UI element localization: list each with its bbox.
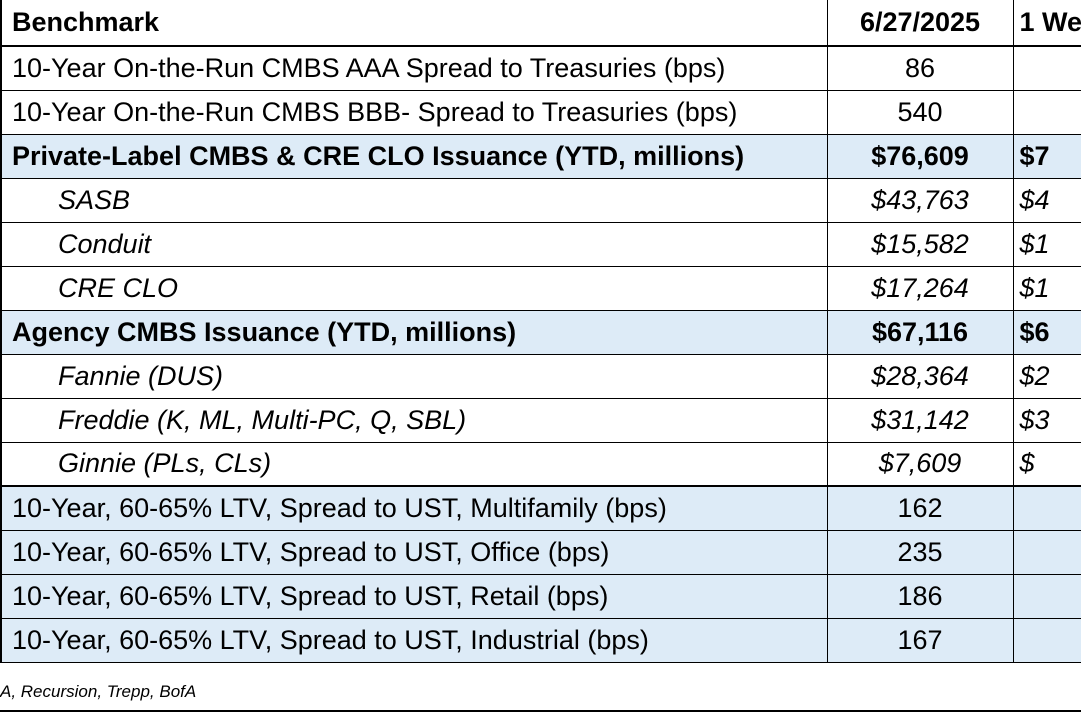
header-row: Benchmark 6/27/2025 1 We xyxy=(0,0,1081,47)
row-label: Freddie (K, ML, Multi-PC, Q, SBL) xyxy=(0,398,828,443)
row-label: Private-Label CMBS & CRE CLO Issuance (Y… xyxy=(0,134,828,179)
header-date: 6/27/2025 xyxy=(827,0,1014,47)
row-label: 10-Year, 60-65% LTV, Spread to UST, Offi… xyxy=(0,530,828,575)
table-row: Ginnie (PLs, CLs) $7,609 $ xyxy=(0,442,1081,487)
table-row: 10-Year, 60-65% LTV, Spread to UST, Mult… xyxy=(0,485,1081,531)
bottom-divider xyxy=(0,710,1081,712)
table-row: 10-Year On-the-Run CMBS AAA Spread to Tr… xyxy=(0,46,1081,91)
row-week xyxy=(1013,485,1081,531)
row-label: 10-Year On-the-Run CMBS AAA Spread to Tr… xyxy=(0,46,828,91)
row-week: $1 xyxy=(1013,266,1081,311)
row-label: 10-Year, 60-65% LTV, Spread to UST, Reta… xyxy=(0,574,828,619)
row-value: $28,364 xyxy=(827,354,1014,399)
table-row: 10-Year, 60-65% LTV, Spread to UST, Reta… xyxy=(0,574,1081,619)
row-label: 10-Year, 60-65% LTV, Spread to UST, Indu… xyxy=(0,618,828,663)
benchmark-table-container: Benchmark 6/27/2025 1 We 10-Year On-the-… xyxy=(0,0,1081,663)
table-row: 10-Year, 60-65% LTV, Spread to UST, Indu… xyxy=(0,618,1081,663)
row-week: $7 xyxy=(1013,134,1081,179)
row-week xyxy=(1013,90,1081,135)
row-label: 10-Year, 60-65% LTV, Spread to UST, Mult… xyxy=(0,485,828,531)
row-value: 235 xyxy=(827,530,1014,575)
row-week: $6 xyxy=(1013,310,1081,355)
row-value: $67,116 xyxy=(827,310,1014,355)
row-label: Fannie (DUS) xyxy=(0,354,828,399)
row-week: $2 xyxy=(1013,354,1081,399)
row-label: Agency CMBS Issuance (YTD, millions) xyxy=(0,310,828,355)
row-value: $15,582 xyxy=(827,222,1014,267)
row-value: 167 xyxy=(827,618,1014,663)
row-label: SASB xyxy=(0,178,828,223)
row-value: 540 xyxy=(827,90,1014,135)
row-week: $4 xyxy=(1013,178,1081,223)
row-label: Conduit xyxy=(0,222,828,267)
table-row: SASB $43,763 $4 xyxy=(0,178,1081,223)
table-row-section-private-label: Private-Label CMBS & CRE CLO Issuance (Y… xyxy=(0,134,1081,179)
row-week xyxy=(1013,530,1081,575)
row-value: $43,763 xyxy=(827,178,1014,223)
row-value: $17,264 xyxy=(827,266,1014,311)
row-value: $76,609 xyxy=(827,134,1014,179)
row-week xyxy=(1013,618,1081,663)
row-value: 186 xyxy=(827,574,1014,619)
header-week: 1 We xyxy=(1013,0,1081,47)
table-row: CRE CLO $17,264 $1 xyxy=(0,266,1081,311)
benchmark-table: Benchmark 6/27/2025 1 We 10-Year On-the-… xyxy=(0,0,1081,663)
row-week: $1 xyxy=(1013,222,1081,267)
table-row: 10-Year On-the-Run CMBS BBB- Spread to T… xyxy=(0,90,1081,135)
row-week xyxy=(1013,574,1081,619)
row-label: 10-Year On-the-Run CMBS BBB- Spread to T… xyxy=(0,90,828,135)
source-note: A, Recursion, Trepp, BofA xyxy=(0,682,197,701)
table-row-section-agency: Agency CMBS Issuance (YTD, millions) $67… xyxy=(0,310,1081,355)
table-row: Conduit $15,582 $1 xyxy=(0,222,1081,267)
row-week: $ xyxy=(1013,442,1081,487)
row-value: 162 xyxy=(827,485,1014,531)
row-week xyxy=(1013,46,1081,91)
row-label: CRE CLO xyxy=(0,266,828,311)
table-row: Fannie (DUS) $28,364 $2 xyxy=(0,354,1081,399)
row-label: Ginnie (PLs, CLs) xyxy=(0,442,828,487)
row-value: 86 xyxy=(827,46,1014,91)
row-value: $7,609 xyxy=(827,442,1014,487)
row-week: $3 xyxy=(1013,398,1081,443)
table-row: 10-Year, 60-65% LTV, Spread to UST, Offi… xyxy=(0,530,1081,575)
table-row: Freddie (K, ML, Multi-PC, Q, SBL) $31,14… xyxy=(0,398,1081,443)
row-value: $31,142 xyxy=(827,398,1014,443)
header-benchmark: Benchmark xyxy=(0,0,828,47)
